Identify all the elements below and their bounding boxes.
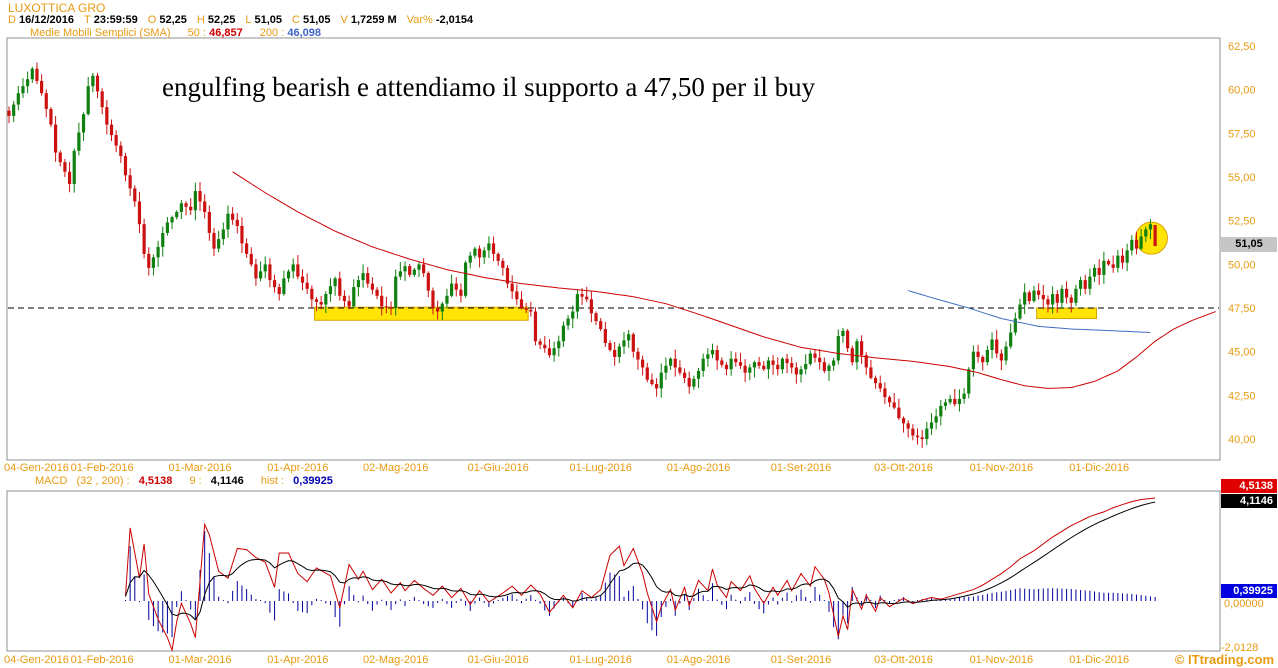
svg-text:01-Ago-2016: 01-Ago-2016 [667,654,731,666]
low-value: 51,05 [254,14,283,26]
macd-hist-value: 0,39925 [293,475,333,487]
svg-text:52,50: 52,50 [1228,216,1256,228]
panel-borders [6,37,1221,652]
support-highlight-zones [313,221,1168,321]
symbol-title: LUXOTTICA GRO [8,1,106,15]
ohlc-status-bar: D 16/12/2016 T 23:59:59 O 52,25 H 52,25 L 51,05 C 5… [8,14,483,26]
date-axis-labels-bottom: 04-Gen-2016 01-Feb-2016 01-Mar-2016 01-Apr-… [4,654,1129,666]
svg-text:04-Gen-2016: 04-Gen-2016 [4,654,69,666]
svg-text:01-Set-2016: 01-Set-2016 [771,654,832,666]
candles [7,62,1157,448]
svg-text:42,50: 42,50 [1228,390,1256,402]
sma50-value: 46,857 [209,27,243,39]
svg-text:01-Nov-2016: 01-Nov-2016 [970,462,1034,474]
macd-value: 4,5138 [138,475,173,487]
macd-params: (32 , 200) : [76,475,130,487]
svg-text:01-Giu-2016: 01-Giu-2016 [468,462,529,474]
open-value: 52,25 [159,14,187,26]
time-value: 23:59:59 [93,14,138,26]
macd-legend: MACD (32 , 200) : 4,5138 9 : 4,1146 hist… [35,475,339,487]
date-value: 16/12/2016 [18,14,75,26]
close-label: C [292,14,300,26]
price-axis-labels: 62,50 60,00 57,50 55,00 52,50 50,00 47,50 45,00… [1228,41,1256,446]
time-label: T [84,14,91,26]
macd-signal-value: 4,1146 [210,475,244,487]
sma200-value: 46,098 [287,27,321,39]
svg-text:47,50: 47,50 [1228,303,1256,315]
svg-text:01-Nov-2016: 01-Nov-2016 [970,654,1034,666]
sma-legend-title: Medie Mobili Semplici (SMA) [30,27,171,39]
svg-text:45,00: 45,00 [1228,347,1256,359]
macd-min-label: -2,0128 [1221,642,1259,654]
chart-annotation-text: engulfing bearish e attendiamo il suppor… [162,72,816,102]
last-price-box: 51,05 [1221,237,1277,252]
macd-signal-box: 4,1146 [1221,494,1277,508]
macd-signal-line [125,501,1156,621]
macd-title: MACD [35,475,68,487]
svg-text:62,50: 62,50 [1228,41,1256,53]
var-value: -2,0154 [435,14,474,26]
svg-text:57,50: 57,50 [1228,128,1256,140]
svg-text:55,00: 55,00 [1228,172,1256,184]
macd-histogram [124,530,1156,640]
volume-label: V [340,14,348,26]
svg-text:40,00: 40,00 [1228,434,1256,446]
open-label: O [147,14,157,26]
svg-text:01-Ago-2016: 01-Ago-2016 [667,462,731,474]
macd-line [124,497,1156,653]
svg-text:01-Lug-2016: 01-Lug-2016 [569,654,631,666]
svg-text:03-Ott-2016: 03-Ott-2016 [874,462,933,474]
macd-zero-label: 0,00000 [1224,598,1264,610]
svg-text:60,00: 60,00 [1228,85,1256,97]
svg-text:01-Giu-2016: 01-Giu-2016 [468,654,529,666]
svg-text:01-Apr-2016: 01-Apr-2016 [267,654,328,666]
svg-text:01-Dic-2016: 01-Dic-2016 [1069,462,1129,474]
volume-value: 1,7259 M [350,14,397,26]
date-label: D [8,14,16,26]
sma200-label: 200 : [259,27,285,39]
svg-text:02-Mag-2016: 02-Mag-2016 [363,654,428,666]
high-label: H [196,14,205,26]
close-value: 51,05 [302,14,331,26]
svg-text:01-Set-2016: 01-Set-2016 [771,462,832,474]
sma50-label: 50 : [187,27,207,39]
date-axis-labels-top: 04-Gen-2016 01-Feb-2016 01-Mar-2016 01-Apr-… [4,462,1129,474]
high-value: 52,25 [207,14,236,26]
svg-text:02-Mag-2016: 02-Mag-2016 [363,462,428,474]
sma200-line [908,290,1151,334]
svg-text:03-Ott-2016: 03-Ott-2016 [874,654,933,666]
svg-text:01-Feb-2016: 01-Feb-2016 [71,654,134,666]
svg-text:04-Gen-2016: 04-Gen-2016 [4,462,69,474]
macd-hist-label: hist : [260,475,285,487]
svg-text:01-Apr-2016: 01-Apr-2016 [267,462,328,474]
macd-value-box: 4,5138 [1221,479,1277,493]
svg-text:01-Mar-2016: 01-Mar-2016 [169,462,232,474]
svg-text:01-Dic-2016: 01-Dic-2016 [1069,654,1129,666]
var-label: Var% [406,14,433,26]
sma-legend: Medie Mobili Semplici (SMA) 50 : 46,857 … [30,27,321,39]
sma50-line [232,171,1216,389]
macd-signal-label: 9 : [189,475,202,487]
watermark: © ITtrading.com [1174,652,1274,667]
low-label: L [245,14,252,26]
macd-hist-box: 0,39925 [1221,584,1277,598]
svg-text:01-Mar-2016: 01-Mar-2016 [169,654,232,666]
svg-text:01-Feb-2016: 01-Feb-2016 [71,462,134,474]
svg-text:01-Lug-2016: 01-Lug-2016 [569,462,631,474]
svg-text:50,00: 50,00 [1228,259,1256,271]
